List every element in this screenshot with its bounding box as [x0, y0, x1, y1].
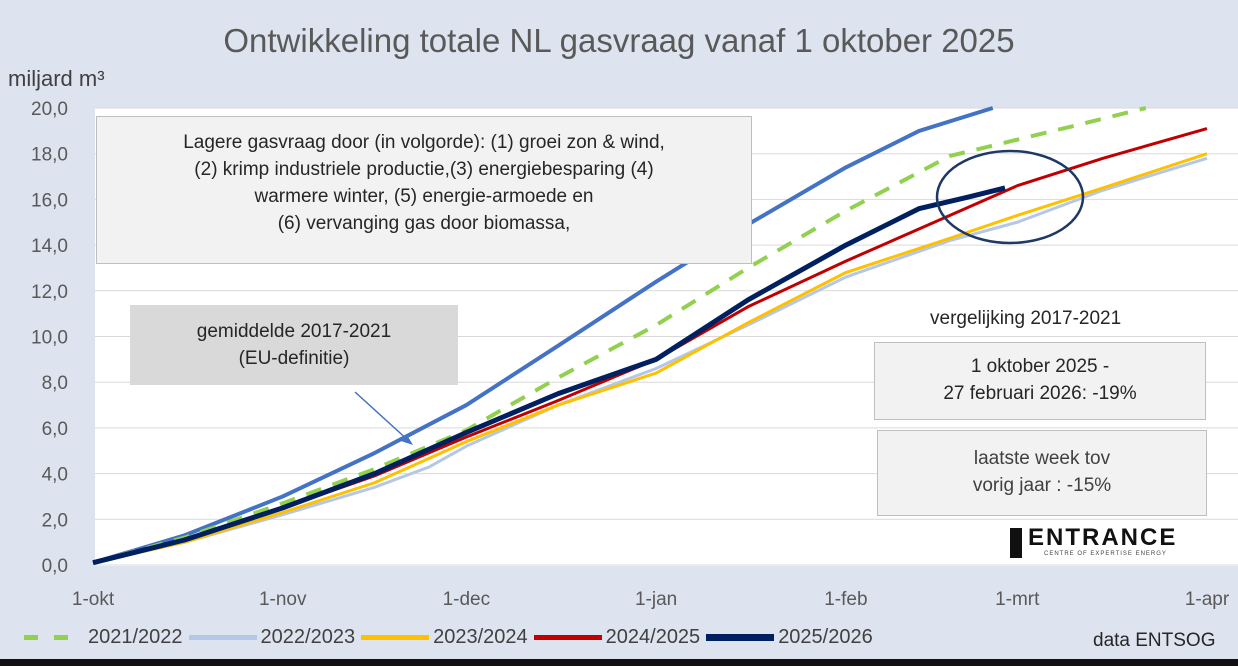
- legend-item: 2021/2022: [20, 626, 183, 649]
- legend-label: 2024/2025: [605, 626, 701, 648]
- y-tick-label: 14,0: [31, 236, 68, 257]
- y-tick-label: 18,0: [31, 145, 68, 166]
- legend-item: 2022/2023: [185, 626, 356, 649]
- annotation-arrow: [354, 391, 411, 443]
- series-line-2023-2024: [92, 152, 1208, 565]
- legend-item: 2025/2026: [702, 626, 873, 649]
- series-line-2022-2023: [92, 156, 1208, 565]
- x-tick-label: 1-nov: [259, 589, 307, 610]
- x-tick-label: 1-dec: [443, 589, 491, 610]
- legend-label: 2021/2022: [88, 626, 183, 648]
- reasons-annotation-box: Lagere gasvraag door (in volgorde): (1) …: [96, 116, 752, 264]
- legend-label: 2025/2026: [778, 626, 873, 648]
- annotation-line: (2) krimp industriele productie,(3) ener…: [194, 159, 654, 180]
- annotation-line: gemiddelde 2017-2021: [196, 321, 392, 342]
- average-annotation-box: gemiddelde 2017-2021 (EU-definitie): [130, 305, 458, 385]
- x-tick-label: 1-apr: [1185, 589, 1230, 610]
- legend-swatch: [24, 635, 84, 640]
- source-label: data ENTSOG: [1093, 630, 1216, 651]
- legend-label: 2023/2024: [433, 626, 528, 648]
- y-tick-label: 8,0: [42, 373, 68, 394]
- y-tick-label: 16,0: [31, 190, 68, 211]
- annotation-line: 1 oktober 2025 -: [970, 356, 1110, 377]
- series-line-2021-2022: [92, 106, 1147, 565]
- chart-title: Ontwikkeling totale NL gasvraag vanaf 1 …: [223, 22, 1015, 59]
- y-tick-label: 10,0: [31, 328, 68, 349]
- legend-swatch: [361, 635, 430, 640]
- y-tick-label: 6,0: [42, 419, 68, 440]
- y-tick-label: 0,0: [42, 556, 68, 577]
- legend-label: 2022/2023: [260, 626, 356, 648]
- annotation-line: (6) vervanging gas door biomassa,: [277, 213, 571, 234]
- y-tick-label: 12,0: [31, 282, 68, 303]
- logo-mark: [1010, 528, 1022, 558]
- legend-swatch: [188, 635, 257, 640]
- x-tick-label: 1-mrt: [995, 589, 1040, 610]
- logo-text: ENTRANCE: [1028, 524, 1178, 551]
- annotation-line: 27 februari 2026: -19%: [943, 383, 1137, 404]
- bottom-border: [0, 659, 1238, 666]
- x-tick-label: 1-jan: [635, 589, 677, 610]
- legend-swatch: [533, 635, 602, 640]
- legend: 2021/2022 2022/2023 2023/2024 2024/2025 2025…: [20, 626, 875, 649]
- y-tick-label: 20,0: [31, 99, 68, 120]
- annotation-line: (EU-definitie): [238, 348, 350, 369]
- entrance-logo: ENTRANCE CENTRE OF EXPERTISE ENERGY: [1008, 524, 1198, 560]
- y-tick-label: 2,0: [42, 510, 68, 531]
- arrow-head: [401, 435, 413, 445]
- annotation-line: Lagere gasvraag door (in volgorde): (1) …: [183, 132, 665, 153]
- legend-item: 2024/2025: [530, 626, 701, 649]
- y-tick-label: 4,0: [42, 465, 68, 486]
- y-axis-label: miljard m³: [8, 66, 105, 91]
- x-tick-label: 1-okt: [72, 589, 115, 610]
- period-comparison-box: 1 oktober 2025 - 27 februari 2026: -19%: [874, 342, 1206, 420]
- annotation-line: vorig jaar : -15%: [972, 475, 1112, 496]
- series-line-gemiddelde-2017-2021: [92, 106, 994, 565]
- highlight-ellipse: [935, 149, 1085, 245]
- week-comparison-box: laatste week tov vorig jaar : -15%: [877, 430, 1207, 516]
- legend-swatch: [706, 634, 775, 641]
- x-tick-label: 1-feb: [824, 589, 867, 610]
- annotation-line: laatste week tov: [973, 448, 1111, 469]
- series-line-2025-2026: [92, 185, 1006, 566]
- legend-item: 2023/2024: [357, 626, 528, 649]
- comparison-label: vergelijking 2017-2021: [930, 308, 1122, 329]
- logo-subtext: CENTRE OF EXPERTISE ENERGY: [1044, 551, 1167, 557]
- annotation-line: warmere winter, (5) energie-armoede en: [254, 186, 594, 207]
